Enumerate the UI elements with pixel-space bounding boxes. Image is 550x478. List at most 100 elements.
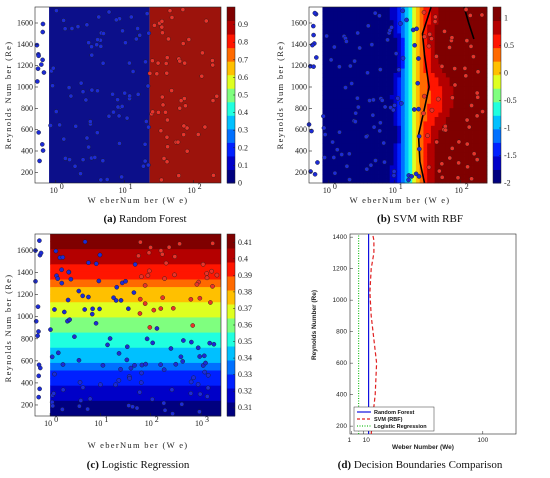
data-point xyxy=(132,363,137,368)
data-point xyxy=(400,55,406,61)
svm-field-cell xyxy=(475,51,480,56)
data-point xyxy=(98,382,103,387)
colorbar-segment xyxy=(493,115,501,130)
svm-field-cell xyxy=(344,178,350,184)
data-point xyxy=(364,166,370,172)
svm-field-cell xyxy=(393,81,398,87)
svm-field-cell xyxy=(464,134,469,140)
svm-field-cell xyxy=(408,117,413,122)
svm-field-cell xyxy=(434,59,439,65)
svm-field-cell xyxy=(363,68,368,74)
svm-field-cell xyxy=(344,73,350,78)
svm-field-cell xyxy=(367,37,372,43)
svm-field-cell xyxy=(352,33,357,39)
svm-field-cell xyxy=(457,112,462,118)
svm-field-cell xyxy=(344,169,350,175)
data-point xyxy=(352,58,357,64)
svm-field-cell xyxy=(460,59,465,65)
data-point xyxy=(468,13,473,18)
svm-field-cell xyxy=(389,46,394,52)
svm-field-cell xyxy=(483,134,488,140)
data-point xyxy=(194,282,200,287)
svm-field-cell xyxy=(374,51,379,56)
svm-field-cell xyxy=(352,29,357,34)
svm-field-cell xyxy=(374,134,379,140)
svm-field-cell xyxy=(464,130,469,135)
svm-field-cell xyxy=(430,64,436,69)
svm-field-cell xyxy=(457,152,462,157)
svm-field-cell xyxy=(457,99,462,105)
svm-field-cell xyxy=(449,121,454,127)
svm-field-cell xyxy=(449,59,454,65)
svm-field-cell xyxy=(475,24,480,30)
svm-field-cell xyxy=(408,112,413,118)
svm-field-cell xyxy=(367,103,372,109)
svm-field-cell xyxy=(472,7,477,12)
svm-field-cell xyxy=(404,68,409,74)
svm-field-cell xyxy=(453,77,458,83)
svm-field-cell xyxy=(329,51,335,56)
data-point xyxy=(139,370,144,376)
svm-field-cell xyxy=(460,7,465,12)
colorbar-segment xyxy=(227,115,235,130)
svm-field-cell xyxy=(344,59,350,65)
probability-band xyxy=(50,370,222,379)
svm-field-cell xyxy=(434,86,439,91)
data-point xyxy=(127,93,132,99)
data-point xyxy=(163,260,169,266)
svm-field-cell xyxy=(386,134,391,140)
svm-field-cell xyxy=(382,156,387,162)
data-point xyxy=(76,357,82,363)
data-point xyxy=(188,391,194,396)
svm-field-cell xyxy=(333,86,338,91)
svm-field-cell xyxy=(427,117,432,122)
data-point xyxy=(168,346,174,351)
svm-field-cell xyxy=(483,73,488,78)
svm-field-cell xyxy=(457,33,462,39)
data-point xyxy=(197,354,202,359)
svm-field-cell xyxy=(483,147,488,153)
svm-field-cell xyxy=(468,99,473,105)
svm-field-cell xyxy=(359,169,364,175)
svm-field-cell xyxy=(479,77,484,83)
plot-frame xyxy=(308,6,488,184)
svm-field-cell xyxy=(475,165,480,171)
data-point xyxy=(36,394,41,400)
data-point xyxy=(130,404,135,410)
data-point xyxy=(87,396,93,402)
svm-field-cell xyxy=(337,139,342,144)
svm-field-cell xyxy=(374,90,379,96)
svm-field-cell xyxy=(442,11,447,17)
svm-field-cell xyxy=(438,125,443,131)
colorbar-tick-label: 0.35 xyxy=(238,337,252,346)
svm-field-cell xyxy=(419,42,424,47)
svm-field-cell xyxy=(415,68,421,74)
svm-field-cell xyxy=(472,64,477,69)
panel-d-xlabel: Weber Number (We) xyxy=(392,444,454,451)
svm-field-cell xyxy=(363,90,368,96)
data-point xyxy=(210,58,215,63)
probability-band xyxy=(50,302,222,311)
svm-field-cell xyxy=(326,68,331,74)
data-point xyxy=(371,124,377,130)
svm-field-cell xyxy=(341,99,346,105)
data-point xyxy=(315,160,320,165)
data-point xyxy=(40,148,46,153)
svm-field-cell xyxy=(322,161,327,166)
svm-field-cell xyxy=(374,46,379,52)
svm-field-cell xyxy=(483,33,488,39)
data-point xyxy=(40,21,46,27)
data-point xyxy=(78,80,84,86)
data-point xyxy=(422,34,427,40)
svm-field-cell xyxy=(371,161,376,166)
svm-field-cell xyxy=(322,15,327,21)
svm-field-cell xyxy=(337,29,342,34)
svm-field-cell xyxy=(382,46,387,52)
svm-field-cell xyxy=(415,90,421,96)
svm-field-cell xyxy=(352,46,357,52)
svm-field-cell xyxy=(438,46,443,52)
data-point xyxy=(365,70,370,76)
svm-field-cell xyxy=(434,73,439,78)
svm-field-cell xyxy=(404,165,409,171)
svm-field-cell xyxy=(359,77,364,83)
